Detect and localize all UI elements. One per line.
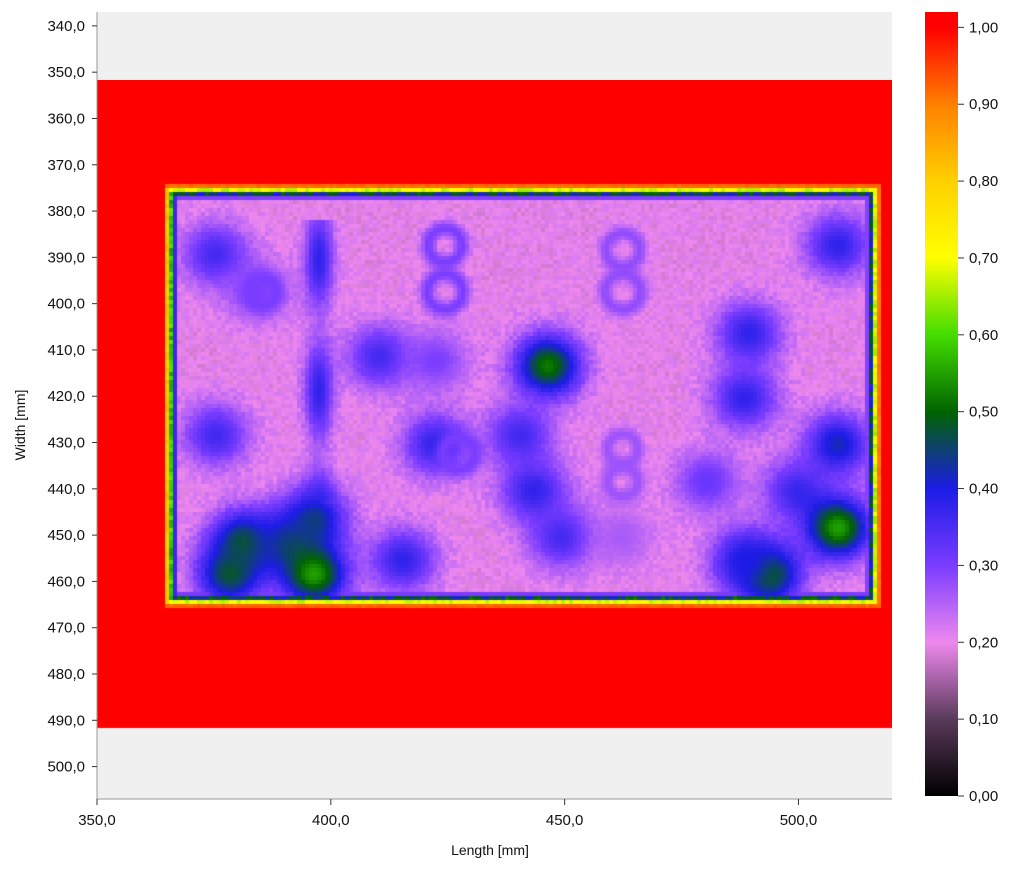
colorbar-tick-label: 0,70 bbox=[969, 250, 998, 267]
colorbar-tick-label: 0,20 bbox=[969, 634, 998, 651]
y-axis: 340,0 350,0 360,0 370,0 380,0 390,0 400,0 410,0… bbox=[47, 12, 98, 799]
y-tick-label: 350,0 bbox=[47, 64, 85, 81]
y-tick-label: 390,0 bbox=[47, 249, 85, 266]
colorbar-tick-label: 0,30 bbox=[969, 557, 998, 574]
x-tick-label: 350,0 bbox=[78, 812, 116, 829]
x-tick-label: 450,0 bbox=[546, 812, 584, 829]
y-tick-label: 490,0 bbox=[47, 712, 85, 729]
colorbar-tick-label: 0,10 bbox=[969, 711, 998, 728]
y-tick-label: 440,0 bbox=[47, 481, 85, 498]
colorbar-ticks: 0,00 0,10 0,20 0,30 0,40 0,50 0,60 0,70 0,80 0,90… bbox=[958, 19, 998, 805]
colorbar-tick-label: 0,60 bbox=[969, 327, 998, 344]
heatmap-field-wrapper bbox=[97, 80, 892, 735]
colorbar-tick-label: 0,00 bbox=[969, 788, 998, 805]
colorbar-tick-label: 0,50 bbox=[969, 404, 998, 421]
y-tick-label: 470,0 bbox=[47, 620, 85, 637]
y-tick-label: 480,0 bbox=[47, 666, 85, 683]
colorbar-tick-label: 0,40 bbox=[969, 481, 998, 498]
y-tick-label: 500,0 bbox=[47, 759, 85, 776]
y-tick-label: 430,0 bbox=[47, 435, 85, 452]
heatmap-field bbox=[97, 80, 892, 735]
x-tick-label: 400,0 bbox=[312, 812, 350, 829]
colorbar bbox=[925, 12, 958, 796]
colorbar-tick-label: 0,90 bbox=[969, 96, 998, 113]
y-tick-label: 400,0 bbox=[47, 296, 85, 313]
y-tick-label: 340,0 bbox=[47, 18, 85, 35]
colorbar-tick-label: 1,00 bbox=[969, 19, 998, 36]
y-tick-label: 460,0 bbox=[47, 573, 85, 590]
y-axis-title: Width [mm] bbox=[12, 390, 28, 461]
colorbar-tick-label: 0,80 bbox=[969, 173, 998, 190]
x-tick-label: 500,0 bbox=[780, 812, 818, 829]
y-tick-label: 410,0 bbox=[47, 342, 85, 359]
y-tick-label: 360,0 bbox=[47, 110, 85, 127]
y-tick-label: 370,0 bbox=[47, 157, 85, 174]
y-tick-label: 420,0 bbox=[47, 388, 85, 405]
x-axis-title: Length [mm] bbox=[451, 842, 529, 858]
x-axis: 350,0 400,0 450,0 500,0 bbox=[78, 798, 892, 829]
y-tick-label: 380,0 bbox=[47, 203, 85, 220]
y-tick-label: 450,0 bbox=[47, 527, 85, 544]
